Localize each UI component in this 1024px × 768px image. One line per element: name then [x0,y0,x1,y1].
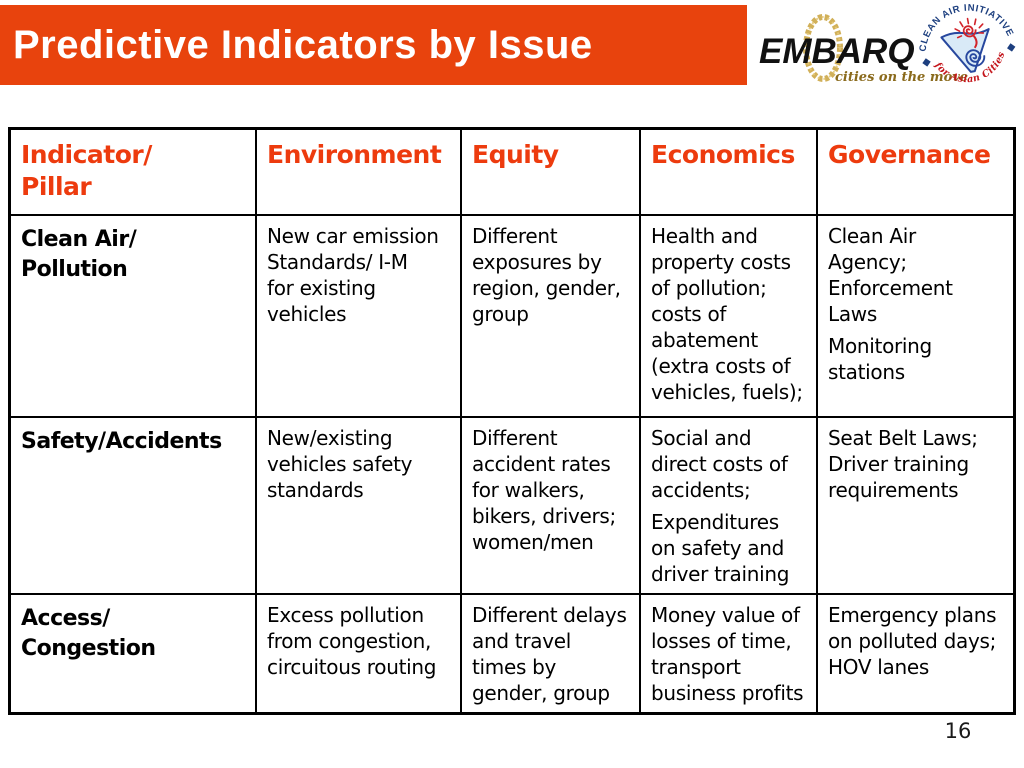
row-clean-air-label: Clean Air/ Pollution [11,216,257,418]
cell-text: New/existing vehicles safety standards [267,426,413,502]
cell-safety-economics: Social and direct costs of accidents; Ex… [641,418,818,595]
cell-text: Money value of losses of time, transport… [651,603,804,705]
cell-text: Clean Air Agency; Enforcement Laws [828,224,953,326]
cell-safety-equity: Different accident rates for walkers, bi… [462,418,641,595]
embarq-tagline: cities on the move [835,70,969,85]
cell-text: Excess pollution from congestion, circui… [267,603,437,679]
cell-text: Monitoring stations [828,334,932,384]
cell-clean-air-governance: Clean Air Agency; Enforcement Laws Monit… [818,216,1013,418]
header-cell-indicator-pillar: Indicator/ Pillar [11,130,257,216]
cell-clean-air-environment: New car emission Standards/ I-M for exis… [257,216,462,418]
clean-air-initiative-logo: CLEAN AIR INITIATIVE for Asian Cities [911,0,1021,100]
cell-clean-air-equity: Different exposures by region, gender, g… [462,216,641,418]
cell-text: Social and direct costs of accidents; [651,426,788,502]
embarq-wreath-icon [803,14,843,82]
cell-clean-air-economics: Health and property costs of pollution; … [641,216,818,418]
header-cell-environment: Environment [257,130,462,216]
header-cell-equity: Equity [462,130,641,216]
cell-text: Different delays and travel times by gen… [472,603,627,705]
title-banner: Predictive Indicators by Issue [0,5,747,85]
header-cell-governance: Governance [818,130,1013,216]
cell-access-governance: Emergency plans on polluted days; HOV la… [818,595,1013,712]
cell-text: Expenditures on safety and driver traini… [651,510,790,586]
cell-text: Different exposures by region, gender, g… [472,224,621,326]
page-title: Predictive Indicators by Issue [13,22,593,67]
cell-text: Health and property costs of pollution; … [651,224,803,404]
indicators-table: Indicator/ Pillar Environment Equity Eco… [8,127,1016,715]
cell-text: Different accident rates for walkers, bi… [472,426,616,554]
cell-text: Seat Belt Laws; Driver training requirem… [828,426,978,502]
cell-access-economics: Money value of losses of time, transport… [641,595,818,712]
cell-text: New car emission Standards/ I-M for exis… [267,224,439,326]
cell-safety-environment: New/existing vehicles safety standards [257,418,462,595]
embarq-logo: EMBARQ cities on the move [753,10,968,88]
embarq-wordmark: EMBARQ [759,32,915,71]
cell-safety-governance: Seat Belt Laws; Driver training requirem… [818,418,1013,595]
cell-text: Emergency plans on polluted days; HOV la… [828,603,997,679]
header-cell-economics: Economics [641,130,818,216]
page-number: 16 [944,719,972,743]
row-safety-label: Safety/Accidents [11,418,257,595]
clean-air-initiative-icon: CLEAN AIR INITIATIVE for Asian Cities [911,0,1016,91]
cell-access-equity: Different delays and travel times by gen… [462,595,641,712]
cell-access-environment: Excess pollution from congestion, circui… [257,595,462,712]
row-access-label: Access/ Congestion [11,595,257,712]
